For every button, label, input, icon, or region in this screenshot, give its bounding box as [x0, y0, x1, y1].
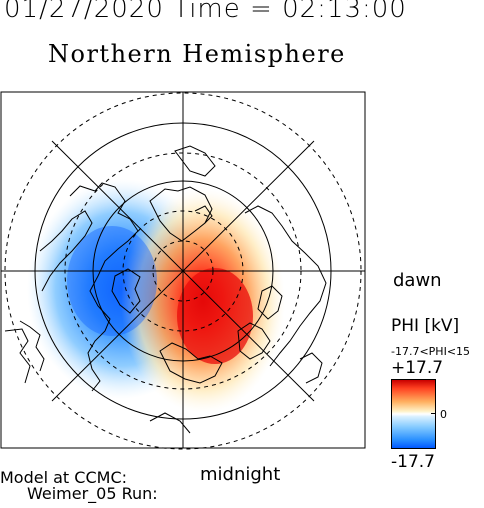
- polar-potential-map: [0, 91, 366, 450]
- model-credit: Model at CCMC:: [0, 468, 127, 487]
- midnight-label: midnight: [200, 464, 281, 485]
- run-credit: Weimer_05 Run:: [27, 484, 158, 503]
- colorbar-range: -17.7<PHI<15: [391, 345, 471, 358]
- datetime-title: 01/27/2020 Time = 02:13:00: [4, 0, 407, 24]
- meridian-grid: [1, 92, 365, 448]
- colorbar-zero-label: 0: [440, 408, 447, 421]
- hemisphere-title: Northern Hemisphere: [48, 40, 346, 68]
- colorbar-zero-tick: [431, 413, 436, 414]
- coastlines: [4, 145, 327, 434]
- colorbar-title: PHI [kV]: [391, 316, 460, 336]
- colorbar: [391, 379, 436, 449]
- colorbar-max-label: +17.7: [391, 358, 444, 378]
- dawn-label: dawn: [393, 270, 442, 291]
- colorbar-min-label: -17.7: [391, 452, 435, 472]
